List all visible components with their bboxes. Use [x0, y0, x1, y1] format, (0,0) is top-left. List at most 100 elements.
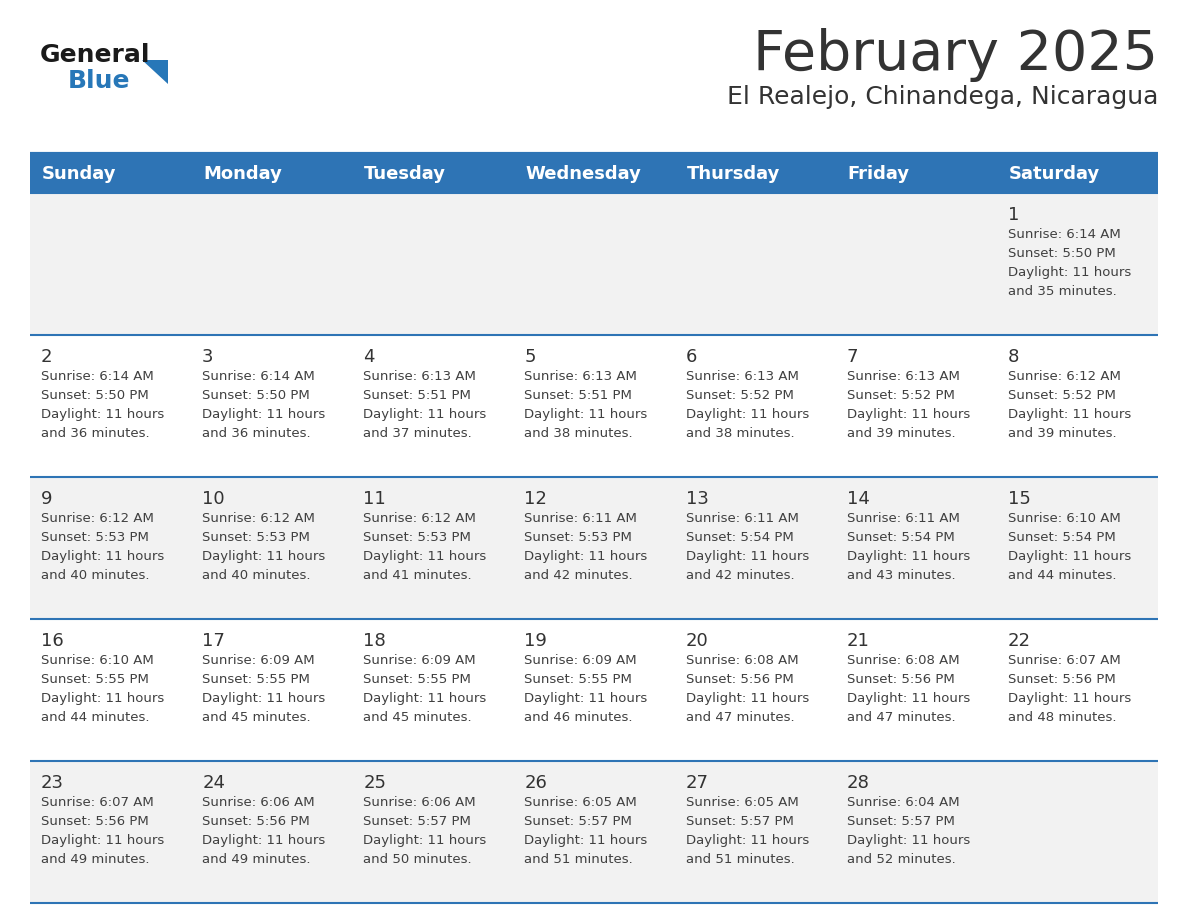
Text: Daylight: 11 hours: Daylight: 11 hours [524, 408, 647, 421]
Text: and 45 minutes.: and 45 minutes. [364, 711, 472, 724]
Text: Friday: Friday [848, 165, 910, 183]
Text: and 46 minutes.: and 46 minutes. [524, 711, 633, 724]
Text: Sunrise: 6:12 AM: Sunrise: 6:12 AM [364, 512, 476, 525]
Bar [30, 335, 1158, 477]
Text: Sunrise: 6:07 AM: Sunrise: 6:07 AM [42, 796, 153, 809]
Text: Sunrise: 6:14 AM: Sunrise: 6:14 AM [202, 370, 315, 383]
Text: Sunset: 5:52 PM: Sunset: 5:52 PM [847, 389, 955, 402]
Text: Sunrise: 6:14 AM: Sunrise: 6:14 AM [1007, 228, 1120, 241]
Text: Daylight: 11 hours: Daylight: 11 hours [364, 834, 487, 847]
Text: Sunset: 5:56 PM: Sunset: 5:56 PM [42, 815, 148, 828]
Text: Sunset: 5:50 PM: Sunset: 5:50 PM [1007, 247, 1116, 260]
Text: Sunrise: 6:06 AM: Sunrise: 6:06 AM [202, 796, 315, 809]
Text: Daylight: 11 hours: Daylight: 11 hours [685, 834, 809, 847]
Text: 5: 5 [524, 348, 536, 366]
Text: Daylight: 11 hours: Daylight: 11 hours [42, 834, 164, 847]
Text: and 38 minutes.: and 38 minutes. [524, 427, 633, 440]
Text: and 35 minutes.: and 35 minutes. [1007, 285, 1117, 298]
Text: 6: 6 [685, 348, 697, 366]
Text: Sunrise: 6:09 AM: Sunrise: 6:09 AM [364, 654, 476, 667]
Text: 28: 28 [847, 774, 870, 792]
Text: Blue: Blue [68, 69, 131, 93]
Text: 25: 25 [364, 774, 386, 792]
Text: 12: 12 [524, 490, 548, 508]
Text: and 44 minutes.: and 44 minutes. [1007, 569, 1117, 582]
Text: 9: 9 [42, 490, 52, 508]
Text: Daylight: 11 hours: Daylight: 11 hours [202, 692, 326, 705]
Text: Sunset: 5:55 PM: Sunset: 5:55 PM [42, 673, 148, 686]
Text: Sunset: 5:50 PM: Sunset: 5:50 PM [42, 389, 148, 402]
Text: Daylight: 11 hours: Daylight: 11 hours [202, 834, 326, 847]
Text: and 42 minutes.: and 42 minutes. [524, 569, 633, 582]
Text: 2: 2 [42, 348, 52, 366]
Bar [30, 619, 1158, 761]
Text: 27: 27 [685, 774, 708, 792]
Text: and 47 minutes.: and 47 minutes. [847, 711, 955, 724]
Text: Daylight: 11 hours: Daylight: 11 hours [1007, 692, 1131, 705]
Text: 11: 11 [364, 490, 386, 508]
Text: 16: 16 [42, 632, 64, 650]
Text: 7: 7 [847, 348, 858, 366]
Text: 19: 19 [524, 632, 548, 650]
Text: Daylight: 11 hours: Daylight: 11 hours [364, 692, 487, 705]
Text: and 50 minutes.: and 50 minutes. [364, 853, 472, 866]
Text: Sunset: 5:55 PM: Sunset: 5:55 PM [202, 673, 310, 686]
Text: and 52 minutes.: and 52 minutes. [847, 853, 955, 866]
Text: Daylight: 11 hours: Daylight: 11 hours [847, 408, 969, 421]
Text: and 42 minutes.: and 42 minutes. [685, 569, 795, 582]
Text: Sunrise: 6:08 AM: Sunrise: 6:08 AM [847, 654, 960, 667]
Text: Sunset: 5:52 PM: Sunset: 5:52 PM [1007, 389, 1116, 402]
Text: and 51 minutes.: and 51 minutes. [685, 853, 795, 866]
Text: 1: 1 [1007, 206, 1019, 224]
Text: Sunset: 5:55 PM: Sunset: 5:55 PM [524, 673, 632, 686]
Text: Sunrise: 6:04 AM: Sunrise: 6:04 AM [847, 796, 960, 809]
Text: Sunrise: 6:09 AM: Sunrise: 6:09 AM [524, 654, 637, 667]
Text: Sunrise: 6:13 AM: Sunrise: 6:13 AM [364, 370, 476, 383]
Text: Sunrise: 6:14 AM: Sunrise: 6:14 AM [42, 370, 153, 383]
Text: Daylight: 11 hours: Daylight: 11 hours [685, 550, 809, 563]
Text: Daylight: 11 hours: Daylight: 11 hours [847, 834, 969, 847]
Text: and 40 minutes.: and 40 minutes. [202, 569, 310, 582]
Text: Sunrise: 6:11 AM: Sunrise: 6:11 AM [685, 512, 798, 525]
Text: and 37 minutes.: and 37 minutes. [364, 427, 472, 440]
Text: and 48 minutes.: and 48 minutes. [1007, 711, 1117, 724]
Text: Sunrise: 6:11 AM: Sunrise: 6:11 AM [847, 512, 960, 525]
Text: Daylight: 11 hours: Daylight: 11 hours [685, 692, 809, 705]
Text: Wednesday: Wednesday [525, 165, 642, 183]
Text: Sunset: 5:56 PM: Sunset: 5:56 PM [1007, 673, 1116, 686]
Text: Sunrise: 6:10 AM: Sunrise: 6:10 AM [1007, 512, 1120, 525]
Bar [30, 193, 1158, 335]
Text: and 49 minutes.: and 49 minutes. [202, 853, 310, 866]
Text: General: General [40, 43, 151, 67]
Text: 20: 20 [685, 632, 708, 650]
Text: Daylight: 11 hours: Daylight: 11 hours [42, 408, 164, 421]
Text: 15: 15 [1007, 490, 1031, 508]
Text: Sunset: 5:53 PM: Sunset: 5:53 PM [202, 531, 310, 544]
Text: Sunset: 5:54 PM: Sunset: 5:54 PM [685, 531, 794, 544]
Text: 24: 24 [202, 774, 226, 792]
Text: and 51 minutes.: and 51 minutes. [524, 853, 633, 866]
Text: Sunset: 5:57 PM: Sunset: 5:57 PM [847, 815, 955, 828]
Text: 18: 18 [364, 632, 386, 650]
Text: Sunset: 5:53 PM: Sunset: 5:53 PM [42, 531, 148, 544]
Text: Daylight: 11 hours: Daylight: 11 hours [1007, 408, 1131, 421]
Polygon shape [143, 60, 168, 84]
Text: 17: 17 [202, 632, 225, 650]
Text: 3: 3 [202, 348, 214, 366]
Text: Daylight: 11 hours: Daylight: 11 hours [847, 550, 969, 563]
Text: Daylight: 11 hours: Daylight: 11 hours [42, 550, 164, 563]
Text: Saturday: Saturday [1009, 165, 1100, 183]
Text: and 40 minutes.: and 40 minutes. [42, 569, 150, 582]
Text: Sunset: 5:54 PM: Sunset: 5:54 PM [1007, 531, 1116, 544]
Text: Sunrise: 6:05 AM: Sunrise: 6:05 AM [685, 796, 798, 809]
Text: Daylight: 11 hours: Daylight: 11 hours [202, 408, 326, 421]
Text: Daylight: 11 hours: Daylight: 11 hours [42, 692, 164, 705]
Text: Sunrise: 6:08 AM: Sunrise: 6:08 AM [685, 654, 798, 667]
Text: and 36 minutes.: and 36 minutes. [202, 427, 311, 440]
Text: Daylight: 11 hours: Daylight: 11 hours [685, 408, 809, 421]
Text: Tuesday: Tuesday [365, 165, 447, 183]
Text: Sunrise: 6:12 AM: Sunrise: 6:12 AM [202, 512, 315, 525]
Bar [30, 761, 1158, 903]
Text: and 45 minutes.: and 45 minutes. [202, 711, 311, 724]
Text: Sunrise: 6:11 AM: Sunrise: 6:11 AM [524, 512, 637, 525]
